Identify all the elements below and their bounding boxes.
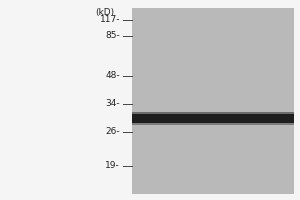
- Text: (kD): (kD): [95, 8, 114, 17]
- Text: 26-: 26-: [105, 128, 120, 136]
- Text: 85-: 85-: [105, 31, 120, 40]
- Text: 48-: 48-: [105, 72, 120, 80]
- Text: 34-: 34-: [105, 99, 120, 108]
- Text: 117-: 117-: [100, 16, 120, 24]
- Text: 19-: 19-: [105, 162, 120, 170]
